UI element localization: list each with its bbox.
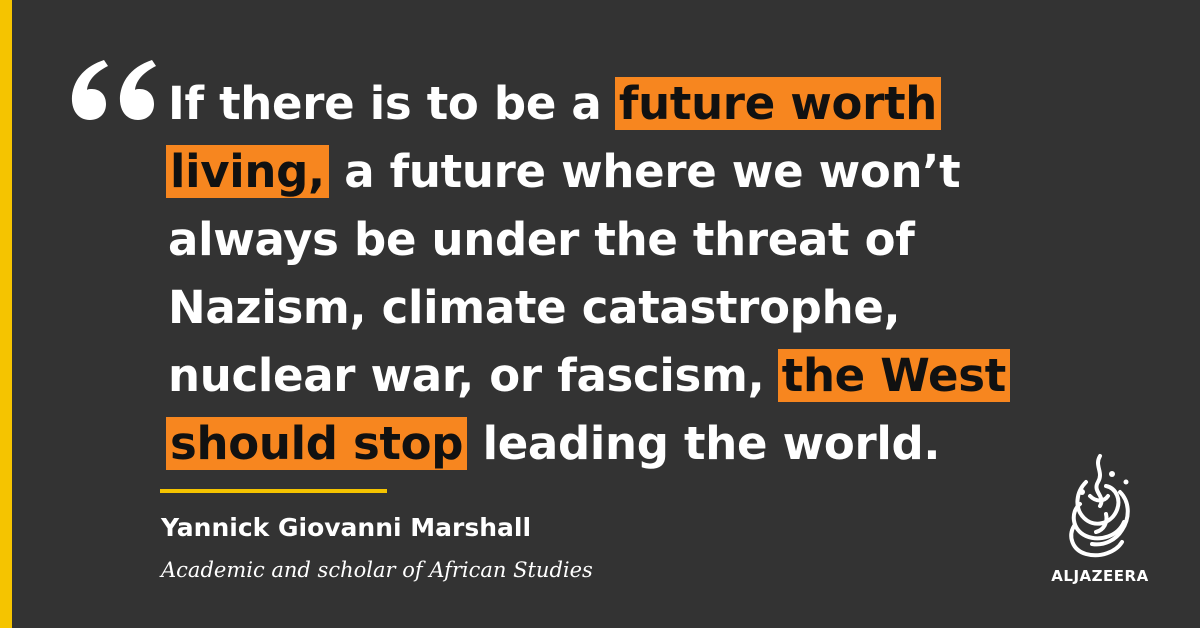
- quote-text: leading the world.: [467, 417, 941, 470]
- quote-highlight: living,: [166, 145, 329, 198]
- quote-text: If there is to be a: [168, 77, 617, 130]
- quote-highlight: the West: [777, 349, 1010, 402]
- quote-line: Nazism, climate catastrophe,: [168, 274, 1048, 342]
- quote-text: always be under the threat of: [168, 213, 915, 266]
- quote-text: a future where we won’t: [328, 145, 961, 198]
- quote-line: living, a future where we won’t: [166, 138, 1048, 206]
- pull-quote: If there is to be a future worth living,…: [166, 70, 1048, 478]
- author-role: Academic and scholar of African Studies: [161, 558, 593, 582]
- quote-text: nuclear war, or fascism,: [168, 349, 780, 402]
- quote-line: nuclear war, or fascism, the West: [168, 342, 1048, 410]
- quote-text: Nazism, climate catastrophe,: [168, 281, 901, 334]
- quote-line: If there is to be a future worth: [168, 70, 1048, 138]
- author-name: Yannick Giovanni Marshall: [161, 513, 532, 542]
- open-quote-icon: [66, 52, 158, 122]
- quote-highlight: future worth: [614, 77, 942, 130]
- left-accent-bar: [0, 0, 12, 628]
- aljazeera-calligraphy-icon: [1069, 454, 1130, 558]
- quote-line: should stop leading the world.: [166, 410, 1048, 478]
- quote-line: always be under the threat of: [168, 206, 1048, 274]
- attribution-divider: [160, 489, 387, 493]
- quote-highlight: should stop: [166, 417, 468, 470]
- aljazeera-wordmark: ALJAZEERA: [1051, 567, 1149, 585]
- aljazeera-logo: ALJAZEERA: [1040, 452, 1160, 602]
